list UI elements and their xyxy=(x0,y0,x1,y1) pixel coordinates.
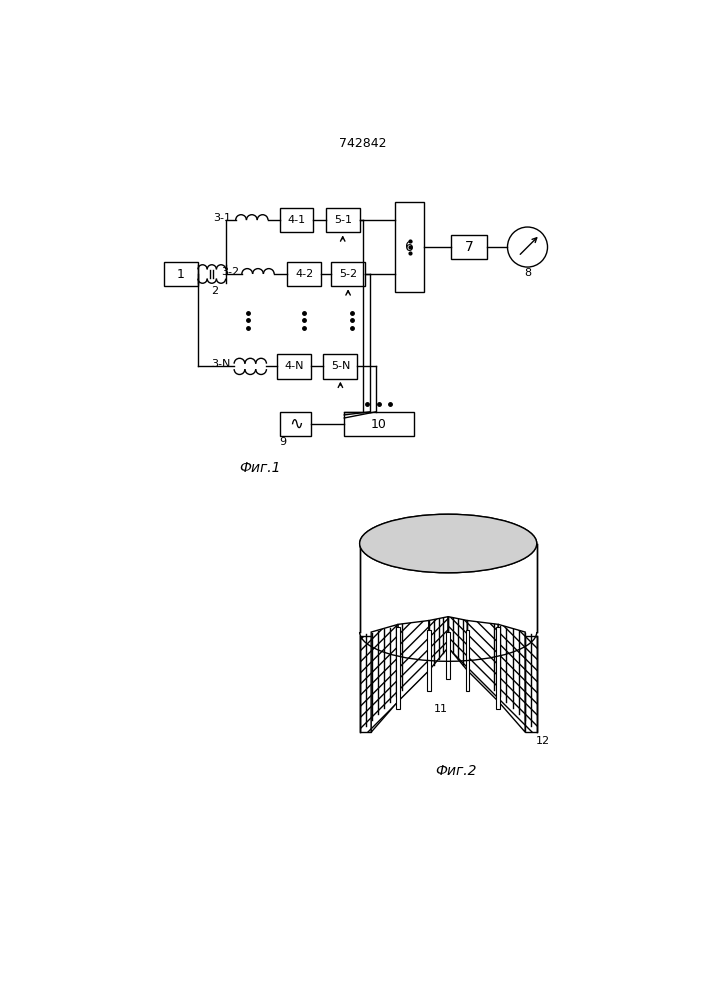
Bar xyxy=(281,412,311,436)
Ellipse shape xyxy=(360,514,537,573)
Text: 8: 8 xyxy=(524,268,531,278)
Bar xyxy=(164,262,198,286)
Bar xyxy=(326,208,360,232)
Bar xyxy=(324,354,357,379)
Text: 12: 12 xyxy=(536,736,550,746)
Text: 742842: 742842 xyxy=(339,137,387,150)
Text: 4-2: 4-2 xyxy=(295,269,313,279)
Text: 9: 9 xyxy=(279,437,286,447)
Text: 1: 1 xyxy=(177,267,185,280)
Polygon shape xyxy=(429,617,448,671)
Text: ∿: ∿ xyxy=(288,415,303,433)
Bar xyxy=(450,235,487,259)
Bar xyxy=(360,628,537,748)
Text: 7: 7 xyxy=(464,240,474,254)
Text: 5-1: 5-1 xyxy=(334,215,351,225)
Text: 5-2: 5-2 xyxy=(339,269,357,279)
Text: 11: 11 xyxy=(433,704,448,714)
Bar xyxy=(446,632,450,679)
Polygon shape xyxy=(448,617,467,671)
Polygon shape xyxy=(371,624,398,732)
Polygon shape xyxy=(467,620,498,701)
Text: 3-2: 3-2 xyxy=(221,267,240,277)
Bar xyxy=(496,627,500,709)
Bar xyxy=(287,262,321,286)
Bar xyxy=(331,262,365,286)
Bar xyxy=(344,412,414,436)
Polygon shape xyxy=(525,636,537,732)
Bar xyxy=(279,208,313,232)
Text: Фиг.2: Фиг.2 xyxy=(435,764,477,778)
Text: 6: 6 xyxy=(405,240,414,254)
Polygon shape xyxy=(398,620,429,701)
Polygon shape xyxy=(360,636,371,732)
Bar xyxy=(277,354,311,379)
Text: 2: 2 xyxy=(211,286,218,296)
Text: 3-N: 3-N xyxy=(211,359,230,369)
Bar xyxy=(395,202,424,292)
Text: 4-N: 4-N xyxy=(284,361,304,371)
Text: Фиг.1: Фиг.1 xyxy=(239,461,280,475)
Text: 10: 10 xyxy=(371,418,387,431)
Bar xyxy=(427,630,431,691)
Text: 3-1: 3-1 xyxy=(214,213,232,223)
Bar xyxy=(396,627,400,709)
Bar xyxy=(465,630,469,691)
Text: 5-N: 5-N xyxy=(331,361,350,371)
Text: 4-1: 4-1 xyxy=(288,215,305,225)
Polygon shape xyxy=(498,624,525,732)
Ellipse shape xyxy=(360,514,537,573)
